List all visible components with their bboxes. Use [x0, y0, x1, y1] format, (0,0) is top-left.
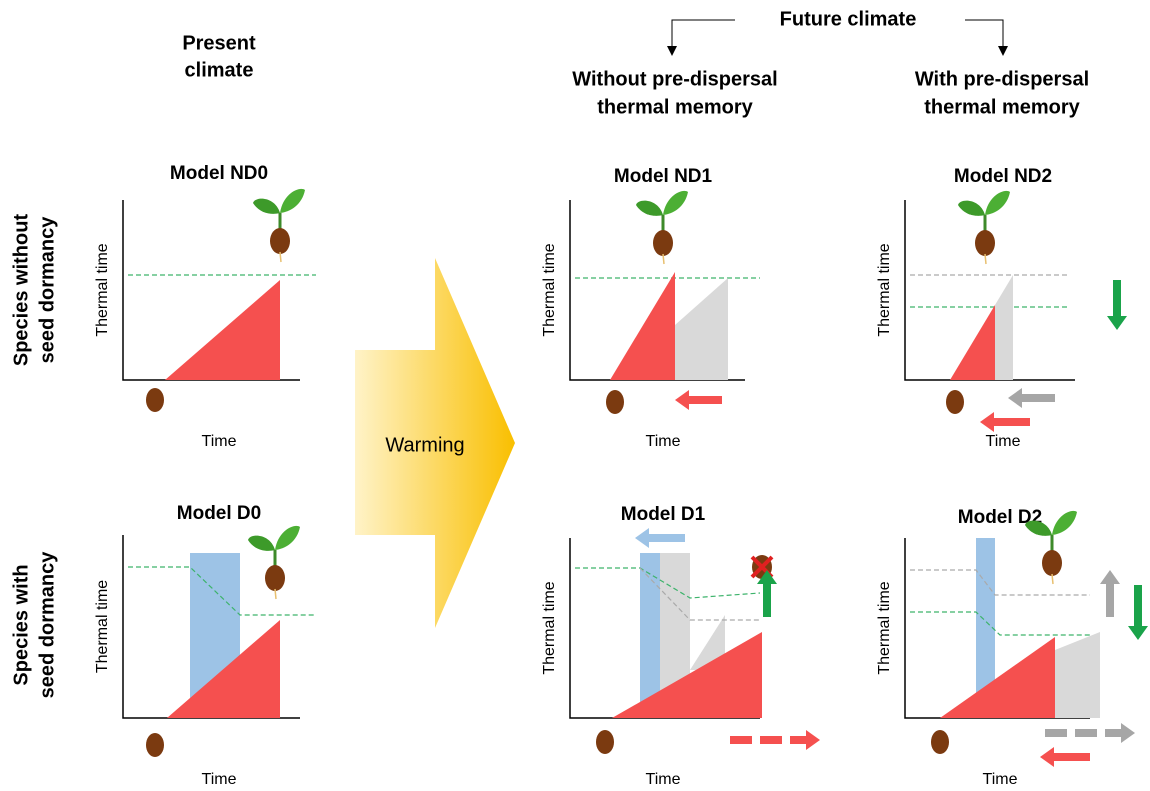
y-axis-label: Thermal time: [541, 243, 558, 336]
panel-title: Model D0: [177, 503, 261, 524]
root: [1052, 574, 1053, 584]
panel-title: Model ND0: [170, 163, 268, 184]
arrow-head: [1128, 626, 1148, 640]
leaf: [280, 189, 305, 213]
row-label: Species without: [10, 214, 32, 367]
diagram: Warming Future climate Present climate W…: [0, 0, 1150, 791]
column-header: With pre-dispersal: [915, 68, 1089, 90]
seed: [146, 733, 164, 757]
present-header: Present: [182, 32, 256, 54]
arrow-head: [1100, 570, 1120, 584]
y-axis-label: Thermal time: [94, 243, 111, 336]
y-axis-label: Thermal time: [541, 581, 558, 674]
present-header: climate: [185, 59, 254, 81]
leaf: [1052, 511, 1077, 535]
row-label: seed dormancy: [36, 551, 58, 699]
column-header: thermal memory: [924, 96, 1080, 118]
arrow-head: [1121, 723, 1135, 743]
leaf: [275, 526, 300, 550]
x-axis-label: Time: [202, 433, 237, 450]
area: [1055, 632, 1100, 718]
seed: [146, 388, 164, 412]
area: [165, 280, 280, 380]
leaf: [663, 191, 688, 215]
y-label-group: Thermal time: [876, 581, 893, 674]
leaf: [248, 536, 275, 551]
leaf: [958, 201, 985, 216]
arrow-head: [806, 730, 820, 750]
seed: [265, 565, 285, 591]
arrow-head: [1040, 747, 1054, 767]
root: [985, 254, 986, 264]
root: [663, 254, 664, 264]
seedling: [248, 526, 300, 599]
y-label-group: Thermal time: [94, 580, 111, 673]
seedling: [253, 189, 305, 262]
leaf: [636, 201, 663, 216]
y-label-group: Thermal time: [94, 243, 111, 336]
y-axis-label: Thermal time: [876, 581, 893, 674]
arrow-head: [635, 528, 649, 548]
area: [950, 305, 995, 380]
seed: [653, 230, 673, 256]
area: [610, 272, 675, 380]
seed: [931, 730, 949, 754]
leaf: [253, 199, 280, 214]
x-axis-label: Time: [202, 771, 237, 788]
x-axis-label: Time: [983, 771, 1018, 788]
area: [940, 637, 1055, 718]
seed: [946, 390, 964, 414]
threshold-line: [910, 570, 1090, 595]
area: [995, 275, 1013, 380]
seed: [975, 230, 995, 256]
leaf: [1025, 521, 1052, 536]
seedling: [958, 191, 1010, 264]
y-label-group: Thermal time: [876, 243, 893, 336]
panel-title: Model ND2: [954, 166, 1052, 187]
seedling: [1025, 511, 1077, 584]
bracket-head: [667, 46, 677, 56]
root: [280, 252, 281, 262]
root: [275, 589, 276, 599]
threshold-line: [910, 612, 1090, 635]
warming-label: Warming: [385, 434, 464, 456]
arrow-head: [675, 390, 689, 410]
column-header: Without pre-dispersal: [572, 68, 777, 90]
x-axis-label: Time: [646, 433, 681, 450]
area: [675, 278, 728, 380]
bracket-head: [998, 46, 1008, 56]
seed: [270, 228, 290, 254]
column-header: thermal memory: [597, 96, 753, 118]
y-axis-label: Thermal time: [876, 243, 893, 336]
row-label: Species with: [10, 564, 32, 685]
seed: [1042, 550, 1062, 576]
y-label-group: Thermal time: [541, 581, 558, 674]
arrow-head: [980, 412, 994, 432]
x-axis-label: Time: [986, 433, 1021, 450]
y-axis-label: Thermal time: [94, 580, 111, 673]
future-header: Future climate: [780, 8, 917, 30]
leaf: [985, 191, 1010, 215]
arrow-head: [1107, 316, 1127, 330]
panel-title: Model ND1: [614, 166, 713, 187]
panel-title: Model D1: [621, 504, 706, 525]
row-label: seed dormancy: [36, 216, 58, 364]
y-label-group: Thermal time: [541, 243, 558, 336]
seedling: [636, 191, 688, 264]
seed: [596, 730, 614, 754]
seed: [606, 390, 624, 414]
x-axis-label: Time: [646, 771, 681, 788]
arrow-head: [1008, 388, 1022, 408]
